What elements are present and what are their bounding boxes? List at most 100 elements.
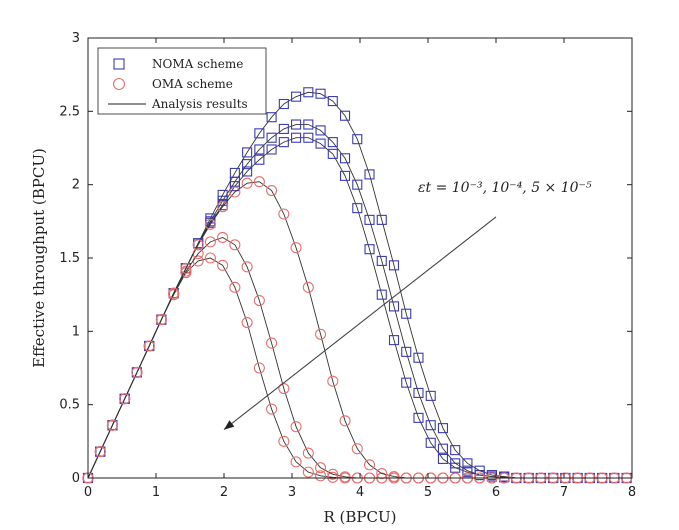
oma-point <box>180 262 192 274</box>
noma-point <box>278 98 289 110</box>
legend-square-marker <box>113 58 125 70</box>
oma-point <box>290 456 302 468</box>
y-tick-label: 2 <box>72 178 80 193</box>
noma-point <box>364 214 375 225</box>
oma-point <box>204 252 216 264</box>
noma-point <box>242 166 253 177</box>
oma-point <box>143 340 155 352</box>
x-axis-label: R (BPCU) <box>323 508 396 526</box>
noma-point <box>401 308 412 319</box>
x-tick-label: 1 <box>152 485 160 500</box>
legend-entry-noma: NOMA scheme <box>152 57 243 71</box>
x-tick-label: 4 <box>356 485 364 500</box>
oma-point <box>278 382 290 395</box>
noma-point <box>352 134 363 145</box>
noma-point <box>339 170 351 181</box>
y-axis-label: Effective throughput (BPCU) <box>30 148 48 368</box>
noma-point <box>437 453 449 464</box>
x-tick-label: 5 <box>424 485 432 500</box>
analysis-line-noma-1 <box>87 124 627 479</box>
oma-point <box>192 239 204 251</box>
oma-point <box>302 447 314 459</box>
annotation-arrow <box>223 216 497 431</box>
noma-point <box>266 144 277 155</box>
noma-point <box>242 147 253 158</box>
noma-point <box>291 91 302 102</box>
oma-point <box>253 294 265 307</box>
oma-point <box>119 393 131 405</box>
noma-point <box>413 387 424 398</box>
noma-point <box>254 144 265 155</box>
oma-point <box>241 316 253 329</box>
noma-point <box>425 437 436 448</box>
legend-entry-analysis: Analysis results <box>151 97 248 111</box>
noma-point <box>266 132 277 143</box>
y-tick-label: 0.5 <box>59 398 80 413</box>
analysis-line-noma-2 <box>87 91 627 479</box>
oma-point <box>290 421 302 433</box>
data-marks-layer <box>82 87 633 484</box>
noma-point <box>413 352 424 363</box>
noma-point <box>315 125 326 136</box>
oma-point <box>204 236 216 248</box>
y-tick-label: 0 <box>72 471 80 486</box>
noma-point <box>413 412 424 423</box>
noma-point <box>450 458 461 469</box>
noma-point <box>339 110 351 121</box>
noma-point <box>254 154 265 165</box>
noma-point <box>339 153 351 164</box>
oma-point <box>180 265 192 277</box>
legend-circle-marker <box>112 77 126 91</box>
noma-point <box>242 159 253 170</box>
noma-point <box>303 119 314 130</box>
oma-point <box>339 471 351 483</box>
noma-point <box>327 96 338 107</box>
noma-point <box>462 458 473 469</box>
noma-point <box>437 443 449 454</box>
analysis-line-oma-4 <box>87 236 627 479</box>
oma-point <box>131 366 143 378</box>
oma-point <box>278 435 290 447</box>
legend-entry-oma: OMA scheme <box>152 77 233 91</box>
noma-point <box>437 423 449 434</box>
oma-point <box>363 459 376 471</box>
noma-point <box>388 260 400 271</box>
annotation-label: εt = 10⁻³, 10⁻⁴, 5 × 10⁻⁵ <box>418 180 592 196</box>
oma-point <box>376 468 388 480</box>
oma-point <box>302 281 314 293</box>
oma-point <box>217 201 229 213</box>
noma-point <box>425 390 436 401</box>
noma-point <box>401 377 412 388</box>
epsilon-annotation: εt = 10⁻³, 10⁻⁴, 5 × 10⁻⁵ <box>223 180 592 431</box>
noma-point <box>291 119 302 130</box>
noma-point <box>364 169 375 180</box>
oma-point <box>327 468 339 480</box>
oma-point <box>229 186 241 198</box>
x-tick-label: 2 <box>220 485 228 500</box>
noma-point <box>327 148 338 159</box>
x-tick-label: 8 <box>628 485 636 500</box>
x-tick-label: 7 <box>560 485 568 500</box>
oma-point <box>217 259 229 271</box>
noma-point <box>462 465 473 476</box>
oma-point <box>229 239 241 251</box>
analysis-line-oma-5 <box>87 181 627 479</box>
oma-point <box>253 362 265 374</box>
x-tick-label: 3 <box>288 485 296 500</box>
legend-box <box>97 47 267 115</box>
noma-point <box>217 189 228 200</box>
noma-point <box>376 255 387 266</box>
noma-point <box>278 123 289 134</box>
oma-point <box>278 208 290 220</box>
noma-point <box>303 87 314 98</box>
noma-point <box>450 445 461 456</box>
x-tick-label: 6 <box>492 485 500 500</box>
oma-point <box>351 443 363 455</box>
oma-point <box>266 403 278 415</box>
oma-point <box>241 261 253 273</box>
oma-point <box>106 419 119 431</box>
noma-point <box>229 167 240 178</box>
noma-point <box>303 132 314 143</box>
oma-point <box>241 177 253 189</box>
